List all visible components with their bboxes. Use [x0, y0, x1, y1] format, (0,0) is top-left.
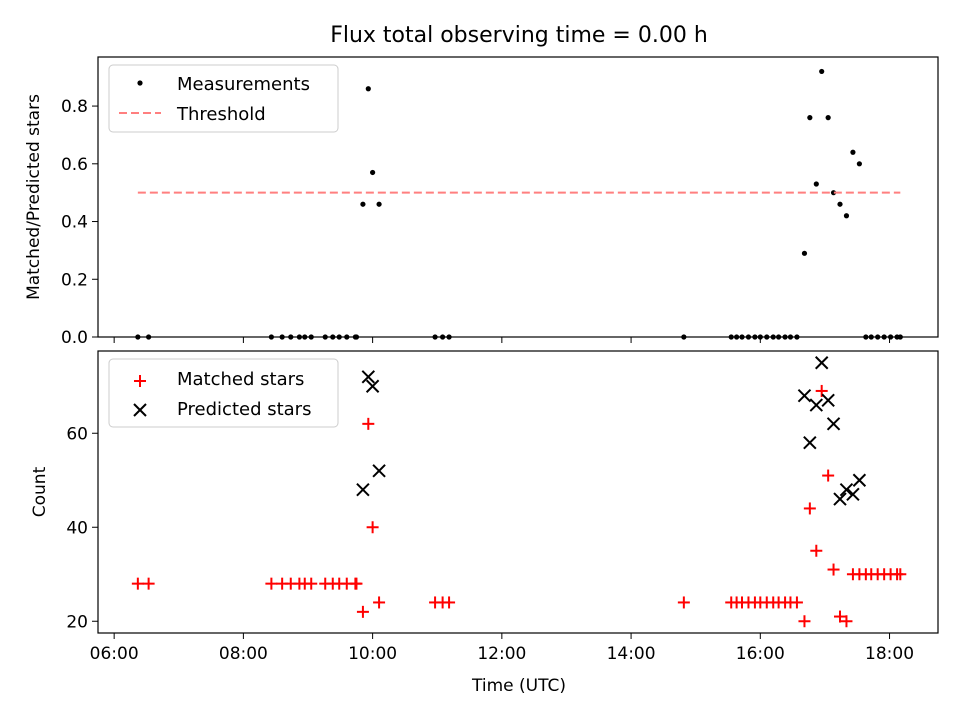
- matched-stars-point: [356, 605, 369, 618]
- legend-measurements-label: Measurements: [177, 74, 310, 95]
- legend-threshold-label: Threshold: [176, 104, 266, 125]
- legend-predicted-label: Predicted stars: [177, 399, 311, 420]
- bottom-panel-y-ticks: 20 40 60: [66, 424, 98, 632]
- matched-stars-point: [265, 577, 278, 590]
- top-panel-y-label: Matched/Predicted stars: [24, 94, 44, 300]
- matched-stars-point: [810, 544, 823, 557]
- predicted-stars-point: [821, 393, 835, 408]
- predicted-stars-point: [846, 487, 860, 502]
- measurement-point: [819, 68, 825, 75]
- bottom-legend-box: [108, 358, 339, 428]
- matched-stars-point: [834, 610, 846, 623]
- measurement-point: [376, 201, 382, 207]
- bottom-panel-frame: [97, 350, 939, 634]
- legend-matched-label: Matched stars: [177, 369, 304, 390]
- matched-stars-point: [373, 596, 386, 609]
- x-tick-label: 08:00: [219, 644, 268, 664]
- measurement-point: [830, 190, 837, 196]
- y-tick-label: 20: [66, 612, 88, 632]
- bottom-panel: 20 40 60 06:00 08:00 10:00 12:00 14:00 16:00 18:…: [30, 350, 939, 696]
- matched-stars-point: [131, 577, 144, 590]
- predicted-stars-point: [797, 388, 812, 403]
- bottom-legend: Matched stars Predicted stars: [108, 358, 339, 428]
- measurement-point: [801, 250, 808, 256]
- matched-stars-point: [142, 577, 155, 590]
- top-panel-y-ticks: 0.0 0.2 0.4 0.6 0.8: [61, 97, 98, 348]
- measurement-point: [825, 115, 831, 121]
- predicted-stars-point: [839, 482, 854, 497]
- predicted-stars-point: [809, 398, 824, 412]
- predicted-stars-point: [833, 492, 847, 506]
- top-legend-box: [108, 64, 339, 133]
- measurement-point: [360, 201, 366, 207]
- matched-stars-point: [790, 596, 803, 609]
- predicted-stars-point: [826, 417, 841, 431]
- bottom-panel-y-label: Count: [30, 466, 50, 517]
- x-tick-label: 14:00: [607, 644, 656, 664]
- measurement-point: [813, 181, 819, 187]
- matched-stars-point: [362, 417, 375, 430]
- top-panel-x-ticks: [113, 337, 891, 343]
- top-panel-frame: [97, 56, 939, 338]
- top-panel-data: [135, 68, 903, 340]
- matched-stars-point: [803, 502, 816, 515]
- chart-title: Flux total observing time = 0.00 h: [330, 23, 708, 48]
- y-tick-label: 0.0: [61, 328, 88, 348]
- matched-stars-point: [822, 469, 835, 482]
- measurement-point: [850, 149, 856, 155]
- x-tick-label: 12:00: [477, 644, 526, 664]
- x-tick-label: 06:00: [90, 644, 139, 664]
- measurement-point: [837, 201, 843, 207]
- legend-measurements-marker: [137, 80, 143, 86]
- matched-stars-point: [677, 596, 690, 609]
- top-panel: 0.00.20.40.60.8 Matched/Predicted stars …: [24, 56, 939, 348]
- measurement-point: [856, 161, 862, 167]
- matched-stars-point: [305, 577, 318, 590]
- x-tick-label: 18:00: [865, 644, 914, 664]
- legend-predicted-marker: [133, 403, 147, 417]
- y-tick-label: 0.4: [61, 213, 88, 233]
- bottom-panel-data: [131, 356, 907, 628]
- measurement-point: [843, 213, 850, 219]
- x-tick-label: 16:00: [736, 644, 785, 664]
- predicted-stars-point: [814, 356, 829, 370]
- top-legend: Measurements Threshold: [108, 64, 339, 133]
- y-tick-label: 0.6: [61, 155, 88, 175]
- measurement-point: [370, 169, 376, 176]
- matched-stars-point: [443, 596, 456, 609]
- matched-stars-point: [894, 568, 907, 581]
- matched-stars-point: [827, 563, 840, 576]
- matched-stars-point: [798, 615, 811, 628]
- matched-stars-point: [840, 615, 853, 628]
- matched-stars-point: [366, 521, 379, 534]
- predicted-stars-point: [372, 464, 386, 478]
- y-tick-label: 0.8: [61, 97, 88, 117]
- predicted-stars-point: [361, 370, 376, 384]
- x-tick-label: 10:00: [348, 644, 397, 664]
- predicted-stars-point: [356, 482, 370, 497]
- x-axis-label: Time (UTC): [471, 676, 566, 696]
- y-tick-label: 40: [66, 518, 88, 538]
- predicted-stars-point: [365, 379, 380, 393]
- y-tick-label: 60: [66, 424, 88, 444]
- matched-stars-point: [350, 577, 363, 590]
- legend-matched-marker: [134, 375, 146, 387]
- predicted-stars-point: [852, 473, 867, 487]
- measurement-point: [365, 86, 371, 92]
- y-tick-label: 0.2: [61, 270, 88, 290]
- predicted-stars-point: [803, 435, 817, 450]
- bottom-panel-x-ticks: 06:00 08:00 10:00 12:00 14:00 16:00 18:00: [90, 633, 914, 664]
- measurement-point: [807, 115, 813, 121]
